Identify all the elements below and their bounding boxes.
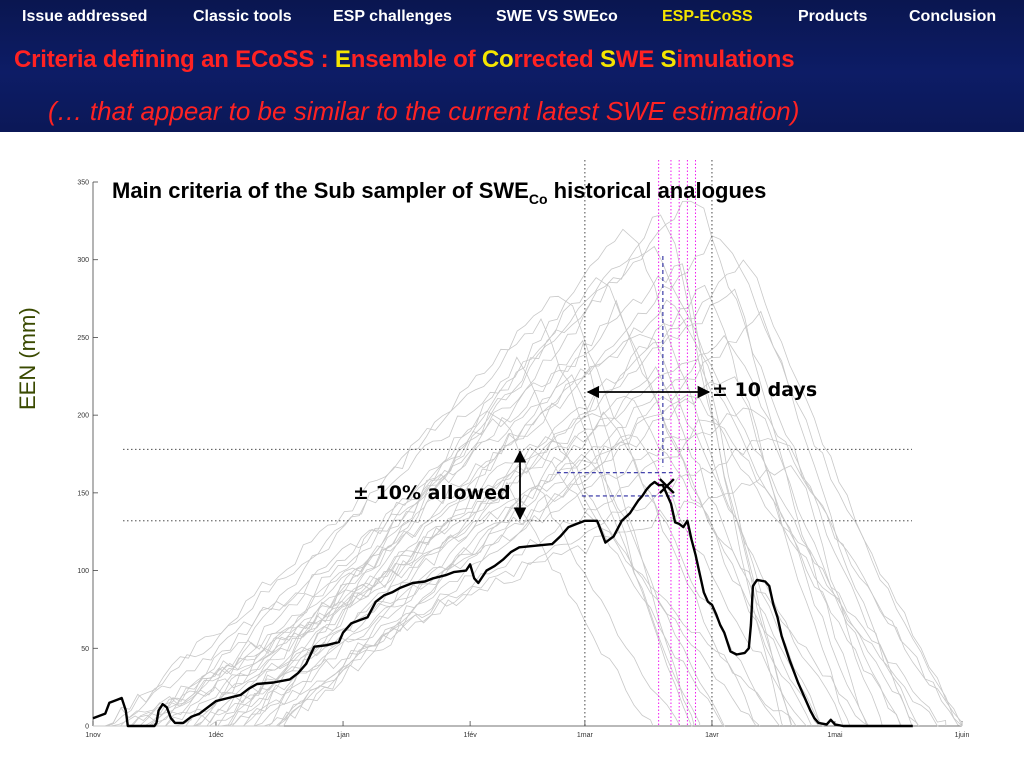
title-part: WE (615, 46, 661, 73)
swe-chart: 0 50 100 150 200 250 300 350 1nov 1déc 1jan 1fév 1ma… (15, 160, 970, 739)
current-season-line (92, 480, 913, 728)
y-tick-label: 100 (77, 568, 89, 575)
nav-item-swe-vs-sweco[interactable]: SWE VS SWEco (496, 8, 618, 25)
analogue-series-line (93, 288, 869, 727)
x-tick-label: 1avr (705, 732, 719, 739)
title-part: nsemble of (350, 46, 482, 73)
y-tick-label: 50 (81, 646, 89, 653)
slide-title-prefix: Criteria defining an ECoSS : (14, 46, 335, 73)
title-part: rrected (513, 46, 600, 73)
analogue-series-line (93, 295, 761, 727)
analogue-series-line (93, 465, 883, 727)
x-tick-label: 1mai (827, 732, 843, 739)
nav-item-conclusion[interactable]: Conclusion (909, 8, 997, 25)
chart-title-main: Main criteria of the Sub sampler of SWE (112, 178, 529, 203)
chart-annotations: ± 10 days ± 10% allowed (353, 379, 817, 521)
nav-item-products[interactable]: Products (798, 8, 868, 25)
analogue-series-line (93, 358, 792, 727)
analogue-series-line (93, 376, 851, 727)
x-tick-label: 1nov (85, 732, 101, 739)
x-tick-label: 1juin (955, 732, 970, 739)
analogue-series-line (93, 481, 654, 727)
analogue-series-line (93, 277, 820, 727)
chart-title-end: historical analogues (548, 178, 767, 203)
analogue-series-line (93, 245, 919, 727)
slide-subtitle: (… that appear to be similar to the curr… (48, 96, 800, 126)
title-part: S (660, 46, 677, 73)
x-tick-label: 1déc (208, 732, 224, 739)
y-tick-label: 250 (77, 335, 89, 342)
analogue-series-line (93, 318, 725, 727)
nav-item-esp-challenges[interactable]: ESP challenges (333, 8, 452, 25)
reference-x-marker (659, 478, 675, 494)
x-tick-label: 1jan (336, 732, 349, 739)
analogue-series-line (93, 356, 724, 727)
analogue-series-line (93, 259, 963, 727)
analogue-series-line (93, 438, 963, 727)
analogue-series-line (93, 395, 939, 727)
nav-item-issue-addressed[interactable]: Issue addressed (22, 8, 148, 25)
analogue-series-line (93, 374, 693, 727)
analogue-series-line (93, 334, 963, 727)
analogue-series-line (93, 299, 902, 727)
analogue-series-line (93, 339, 695, 727)
nav-item-classic-tools[interactable]: Classic tools (193, 8, 292, 25)
y-tick-label: 0 (85, 724, 89, 731)
y-tick-label: 200 (77, 413, 89, 420)
current-season-group (92, 478, 913, 728)
analogue-series-line (93, 228, 823, 727)
analogue-series-line (93, 263, 784, 727)
analogue-series-line (93, 214, 793, 727)
analogue-series-line (93, 235, 963, 727)
time-window-label: ± 10 days (712, 379, 817, 401)
header-band: Issue addressed Classic tools ESP challe… (0, 0, 1024, 132)
title-part: C (481, 46, 500, 73)
y-axis-label: EEN (mm) (15, 307, 40, 410)
y-tick-label: 150 (77, 490, 89, 497)
analogue-series-line (93, 410, 681, 727)
analogue-series-group (93, 200, 963, 727)
title-part: E (334, 46, 351, 73)
y-tick-label: 350 (77, 180, 89, 187)
slide-title: Criteria defining an ECoSS : Ensemble of… (14, 46, 795, 74)
chart-title-subscript: Co (529, 191, 548, 207)
chart-title: Main criteria of the Sub sampler of SWEC… (112, 178, 766, 207)
x-tick-label: 1fév (463, 732, 477, 739)
top-nav: Issue addressed Classic tools ESP challe… (0, 0, 1024, 34)
analogue-series-line (93, 436, 757, 727)
x-tick-label: 1mar (577, 732, 594, 739)
nav-item-esp-ecoss[interactable]: ESP-ECoSS (662, 8, 753, 25)
title-part: o (499, 46, 514, 73)
y-tick-label: 300 (77, 257, 89, 264)
value-window-label: ± 10% allowed (353, 482, 511, 504)
criteria-guides (123, 160, 912, 726)
title-part: imulations (676, 46, 795, 73)
title-part: S (599, 46, 616, 73)
